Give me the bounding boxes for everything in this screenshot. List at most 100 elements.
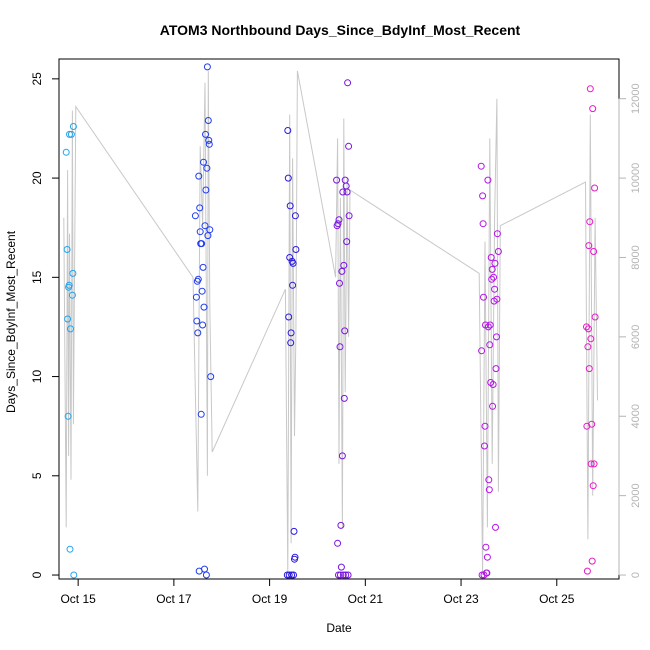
right-y-tick-label: 10000 bbox=[630, 163, 642, 194]
data-point bbox=[489, 381, 497, 388]
y-tick-label: 10 bbox=[30, 370, 44, 384]
data-point bbox=[487, 254, 495, 261]
data-point bbox=[203, 63, 211, 71]
data-point bbox=[65, 281, 73, 289]
data-point bbox=[205, 140, 213, 148]
data-point bbox=[334, 539, 342, 547]
data-point bbox=[343, 188, 351, 196]
data-point bbox=[200, 303, 208, 311]
data-point bbox=[197, 410, 205, 418]
data-point bbox=[195, 172, 203, 180]
data-point bbox=[587, 460, 595, 468]
data-point bbox=[586, 218, 594, 226]
data-point bbox=[491, 259, 499, 267]
data-point bbox=[201, 565, 208, 573]
data-point bbox=[485, 476, 493, 484]
data-point bbox=[68, 291, 76, 299]
y-tick-label: 0 bbox=[30, 571, 44, 578]
data-point bbox=[63, 246, 71, 253]
data-point bbox=[70, 571, 78, 579]
data-point bbox=[492, 523, 499, 531]
data-point bbox=[489, 402, 497, 410]
data-point bbox=[67, 130, 75, 138]
data-point bbox=[199, 263, 207, 271]
data-point bbox=[64, 315, 72, 323]
data-point bbox=[285, 571, 293, 579]
data-point bbox=[290, 527, 298, 535]
data-point bbox=[493, 295, 501, 303]
y-tick-label: 25 bbox=[30, 72, 44, 86]
data-point bbox=[484, 323, 492, 331]
data-point bbox=[585, 242, 593, 250]
data-point bbox=[342, 571, 350, 579]
right-y-tick-label: 6000 bbox=[630, 325, 642, 349]
data-point bbox=[345, 212, 353, 220]
data-point bbox=[64, 412, 72, 420]
data-point bbox=[199, 321, 207, 329]
data-point bbox=[286, 202, 294, 210]
data-point bbox=[488, 265, 496, 273]
data-point bbox=[339, 571, 347, 579]
x-tick-label: Oct 23 bbox=[443, 592, 479, 606]
line-layer bbox=[63, 70, 598, 576]
data-point bbox=[201, 222, 209, 230]
plot-frame bbox=[58, 58, 620, 580]
data-point bbox=[336, 343, 344, 351]
data-point bbox=[69, 269, 77, 277]
data-point bbox=[191, 212, 199, 220]
data-point bbox=[333, 176, 341, 184]
data-point bbox=[290, 571, 297, 579]
data-point bbox=[284, 127, 292, 134]
y-tick-label: 5 bbox=[30, 472, 44, 479]
data-point bbox=[287, 339, 295, 347]
x-tick-label: Oct 15 bbox=[60, 592, 96, 606]
data-point bbox=[591, 184, 599, 192]
data-point bbox=[493, 333, 500, 341]
line-series bbox=[63, 70, 598, 576]
data-point bbox=[339, 188, 347, 196]
data-point bbox=[344, 571, 352, 579]
x-tick-label: Oct 17 bbox=[156, 592, 192, 606]
x-tick-label: Oct 19 bbox=[252, 592, 288, 606]
data-point bbox=[591, 313, 599, 321]
data-point bbox=[583, 567, 591, 575]
data-point bbox=[343, 238, 351, 246]
data-point bbox=[493, 230, 501, 238]
right-y-tick-label: 12000 bbox=[630, 83, 642, 114]
data-point bbox=[194, 329, 202, 337]
y-axis: 0 5 10 15 20 25 bbox=[30, 72, 60, 578]
data-point bbox=[589, 482, 597, 490]
data-point bbox=[335, 571, 342, 579]
data-point bbox=[492, 365, 500, 373]
data-point bbox=[202, 186, 210, 194]
x-tick-label: Oct 21 bbox=[348, 592, 384, 606]
data-point bbox=[340, 394, 348, 402]
x-axis: Oct 15 Oct 17 Oct 19 Oct 21 Oct 23 Oct 25 bbox=[60, 578, 575, 606]
data-point bbox=[590, 460, 598, 468]
data-point bbox=[196, 228, 204, 236]
right-y-tick-label: 0 bbox=[630, 572, 642, 578]
data-point bbox=[341, 327, 349, 335]
data-point bbox=[66, 130, 73, 138]
data-point bbox=[289, 259, 297, 267]
data-point bbox=[289, 281, 297, 289]
data-point bbox=[69, 123, 77, 130]
data-point bbox=[67, 325, 74, 333]
data-point bbox=[284, 174, 292, 182]
data-point bbox=[585, 365, 593, 373]
data-point bbox=[336, 279, 343, 287]
data-point bbox=[206, 226, 214, 234]
y-tick-label: 20 bbox=[30, 171, 44, 185]
data-point bbox=[196, 204, 204, 212]
data-point bbox=[202, 130, 209, 138]
data-point bbox=[479, 192, 487, 200]
data-point bbox=[291, 553, 299, 561]
data-point bbox=[344, 79, 352, 87]
data-point bbox=[204, 117, 212, 124]
data-point bbox=[494, 248, 502, 255]
x-axis-label: Date bbox=[326, 621, 352, 635]
data-point bbox=[287, 329, 295, 337]
data-point bbox=[584, 325, 592, 333]
